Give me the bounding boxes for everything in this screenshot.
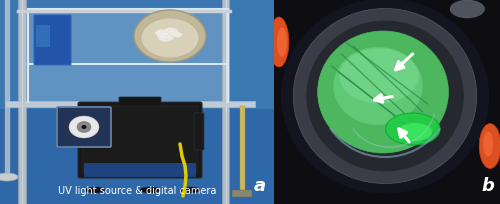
- FancyBboxPatch shape: [194, 113, 204, 150]
- FancyBboxPatch shape: [5, 0, 10, 179]
- FancyBboxPatch shape: [232, 190, 252, 197]
- Ellipse shape: [160, 35, 172, 40]
- Ellipse shape: [450, 1, 484, 19]
- FancyBboxPatch shape: [57, 108, 111, 147]
- Ellipse shape: [168, 30, 176, 34]
- Ellipse shape: [167, 38, 172, 41]
- Ellipse shape: [340, 49, 418, 104]
- FancyBboxPatch shape: [84, 163, 196, 177]
- Text: a: a: [254, 176, 266, 194]
- FancyBboxPatch shape: [18, 0, 26, 204]
- FancyBboxPatch shape: [0, 0, 274, 204]
- Ellipse shape: [69, 116, 99, 138]
- Ellipse shape: [483, 132, 493, 157]
- Ellipse shape: [77, 122, 91, 133]
- Ellipse shape: [171, 33, 182, 38]
- FancyBboxPatch shape: [240, 106, 245, 194]
- Ellipse shape: [166, 37, 173, 41]
- Ellipse shape: [165, 29, 179, 36]
- FancyBboxPatch shape: [119, 98, 161, 108]
- FancyBboxPatch shape: [36, 26, 50, 48]
- FancyBboxPatch shape: [34, 16, 71, 66]
- Ellipse shape: [162, 34, 168, 37]
- Ellipse shape: [294, 9, 476, 184]
- FancyBboxPatch shape: [28, 10, 228, 104]
- Ellipse shape: [306, 21, 464, 172]
- FancyBboxPatch shape: [83, 106, 197, 173]
- Ellipse shape: [164, 28, 178, 35]
- Ellipse shape: [277, 28, 287, 58]
- FancyBboxPatch shape: [78, 102, 202, 178]
- Ellipse shape: [479, 124, 500, 169]
- Ellipse shape: [158, 35, 173, 42]
- Ellipse shape: [281, 0, 489, 194]
- Ellipse shape: [85, 187, 105, 193]
- Ellipse shape: [180, 187, 200, 193]
- Ellipse shape: [134, 11, 206, 63]
- Ellipse shape: [334, 48, 422, 125]
- FancyBboxPatch shape: [274, 0, 500, 204]
- Ellipse shape: [269, 18, 289, 68]
- FancyBboxPatch shape: [222, 0, 229, 204]
- Ellipse shape: [155, 30, 169, 37]
- Ellipse shape: [318, 32, 448, 153]
- FancyBboxPatch shape: [0, 0, 274, 110]
- Ellipse shape: [386, 113, 440, 145]
- Ellipse shape: [398, 123, 432, 141]
- Text: b: b: [482, 176, 494, 194]
- FancyBboxPatch shape: [5, 102, 255, 108]
- Text: UV light source & digital camera: UV light source & digital camera: [58, 185, 216, 195]
- Ellipse shape: [158, 34, 168, 39]
- Ellipse shape: [140, 187, 160, 193]
- Ellipse shape: [82, 125, 86, 129]
- Ellipse shape: [0, 173, 18, 181]
- Ellipse shape: [162, 33, 169, 37]
- Ellipse shape: [141, 19, 199, 59]
